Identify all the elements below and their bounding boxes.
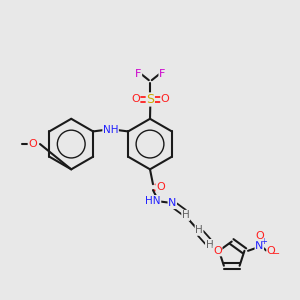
Text: H: H	[195, 225, 203, 235]
Text: N: N	[255, 241, 263, 251]
Text: F: F	[159, 69, 165, 79]
Text: O: O	[28, 139, 37, 149]
Text: O: O	[131, 94, 140, 104]
Text: S: S	[146, 93, 154, 106]
Text: O: O	[156, 182, 165, 192]
Text: H: H	[182, 210, 190, 220]
Text: N: N	[168, 199, 176, 208]
Text: O: O	[267, 246, 276, 256]
Text: HN: HN	[145, 196, 161, 206]
Text: −: −	[272, 249, 280, 259]
Text: O: O	[161, 94, 170, 104]
Text: O: O	[213, 246, 222, 256]
Text: H: H	[206, 239, 213, 250]
Text: +: +	[260, 237, 267, 246]
Text: NH: NH	[103, 125, 118, 135]
Text: F: F	[135, 69, 142, 79]
Text: O: O	[255, 231, 264, 241]
